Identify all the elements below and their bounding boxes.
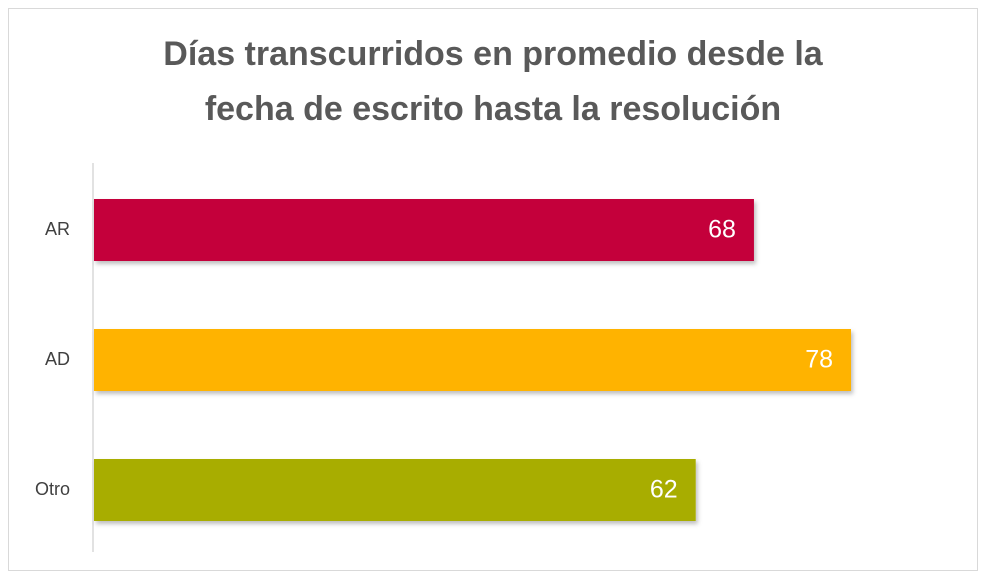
chart-title-line: Días transcurridos en promedio desde la — [163, 35, 824, 73]
bar — [94, 459, 696, 521]
data-label: 62 — [650, 476, 678, 504]
chart-title-line: fecha de escrito hasta la resolución — [205, 90, 781, 128]
y-tick-label: AD — [45, 349, 70, 369]
y-tick-label: AR — [45, 219, 70, 239]
y-tick-label: Otro — [35, 479, 70, 499]
bar — [94, 329, 851, 391]
data-label: 78 — [805, 346, 833, 374]
data-label: 68 — [708, 216, 736, 244]
bar — [94, 199, 754, 261]
